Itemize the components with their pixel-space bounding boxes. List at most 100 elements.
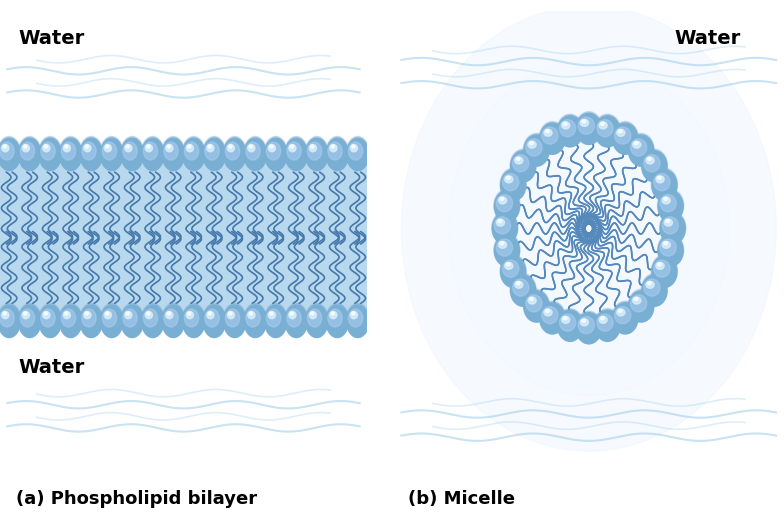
Ellipse shape [84, 311, 91, 319]
Ellipse shape [187, 311, 194, 319]
Ellipse shape [526, 295, 542, 312]
Ellipse shape [106, 145, 109, 148]
Ellipse shape [330, 144, 337, 152]
Ellipse shape [80, 305, 102, 337]
Ellipse shape [60, 305, 82, 337]
Ellipse shape [19, 305, 41, 337]
Ellipse shape [648, 281, 652, 285]
Ellipse shape [59, 136, 82, 171]
Ellipse shape [659, 211, 686, 244]
Ellipse shape [612, 301, 638, 334]
Ellipse shape [576, 313, 601, 344]
Ellipse shape [229, 145, 232, 148]
Ellipse shape [167, 312, 170, 315]
Ellipse shape [666, 219, 670, 222]
Ellipse shape [121, 136, 143, 171]
Ellipse shape [646, 157, 654, 164]
Ellipse shape [529, 297, 533, 300]
Ellipse shape [2, 311, 9, 319]
Ellipse shape [123, 142, 137, 160]
Ellipse shape [167, 145, 170, 148]
Ellipse shape [164, 309, 178, 327]
Ellipse shape [82, 142, 96, 160]
Ellipse shape [59, 304, 82, 337]
Ellipse shape [165, 144, 173, 152]
Ellipse shape [44, 312, 47, 315]
Ellipse shape [64, 312, 68, 315]
Ellipse shape [244, 138, 267, 171]
Ellipse shape [205, 309, 220, 327]
Ellipse shape [182, 304, 205, 337]
Ellipse shape [542, 127, 558, 144]
Ellipse shape [498, 219, 502, 222]
Ellipse shape [582, 319, 586, 323]
Ellipse shape [122, 305, 143, 337]
Ellipse shape [39, 305, 61, 337]
Ellipse shape [658, 176, 661, 179]
Ellipse shape [544, 309, 552, 316]
Ellipse shape [305, 304, 328, 337]
Ellipse shape [103, 309, 117, 327]
Ellipse shape [503, 260, 519, 277]
Ellipse shape [641, 149, 667, 182]
Ellipse shape [630, 139, 647, 156]
Ellipse shape [183, 305, 205, 337]
Ellipse shape [0, 138, 20, 171]
Ellipse shape [285, 304, 308, 337]
Ellipse shape [503, 173, 519, 191]
Ellipse shape [500, 255, 526, 287]
Ellipse shape [348, 142, 363, 160]
Ellipse shape [594, 309, 621, 341]
Ellipse shape [561, 122, 570, 129]
Ellipse shape [601, 122, 604, 125]
Ellipse shape [39, 138, 61, 171]
Ellipse shape [162, 136, 185, 171]
Ellipse shape [641, 274, 667, 306]
Ellipse shape [290, 312, 293, 315]
Ellipse shape [307, 142, 321, 160]
Ellipse shape [38, 304, 62, 337]
Ellipse shape [61, 142, 75, 160]
Ellipse shape [546, 309, 550, 313]
Ellipse shape [264, 304, 287, 337]
Ellipse shape [347, 136, 369, 171]
Ellipse shape [18, 304, 42, 337]
Ellipse shape [80, 304, 103, 337]
Ellipse shape [122, 138, 143, 171]
Ellipse shape [244, 304, 267, 337]
Ellipse shape [43, 144, 50, 152]
Ellipse shape [325, 304, 349, 337]
Ellipse shape [662, 217, 678, 234]
Ellipse shape [528, 141, 536, 148]
Ellipse shape [289, 311, 296, 319]
Ellipse shape [595, 116, 620, 147]
Ellipse shape [633, 141, 641, 148]
Ellipse shape [164, 142, 178, 160]
Ellipse shape [513, 154, 528, 172]
Ellipse shape [126, 145, 129, 148]
Ellipse shape [64, 145, 68, 148]
Ellipse shape [142, 305, 164, 337]
Ellipse shape [544, 129, 552, 136]
Ellipse shape [644, 154, 660, 172]
Ellipse shape [652, 256, 677, 287]
Ellipse shape [496, 219, 505, 226]
Ellipse shape [287, 142, 301, 160]
Ellipse shape [594, 114, 621, 147]
Ellipse shape [513, 279, 528, 296]
Ellipse shape [223, 136, 246, 171]
Ellipse shape [656, 176, 664, 183]
Ellipse shape [515, 281, 523, 288]
Ellipse shape [517, 157, 520, 160]
Ellipse shape [658, 235, 683, 266]
Ellipse shape [500, 168, 526, 201]
Ellipse shape [496, 194, 513, 212]
Ellipse shape [265, 138, 287, 171]
Ellipse shape [310, 311, 317, 319]
Ellipse shape [524, 291, 549, 322]
Ellipse shape [331, 145, 335, 148]
Ellipse shape [246, 309, 260, 327]
Ellipse shape [328, 142, 342, 160]
Ellipse shape [648, 157, 652, 160]
Ellipse shape [326, 138, 348, 171]
